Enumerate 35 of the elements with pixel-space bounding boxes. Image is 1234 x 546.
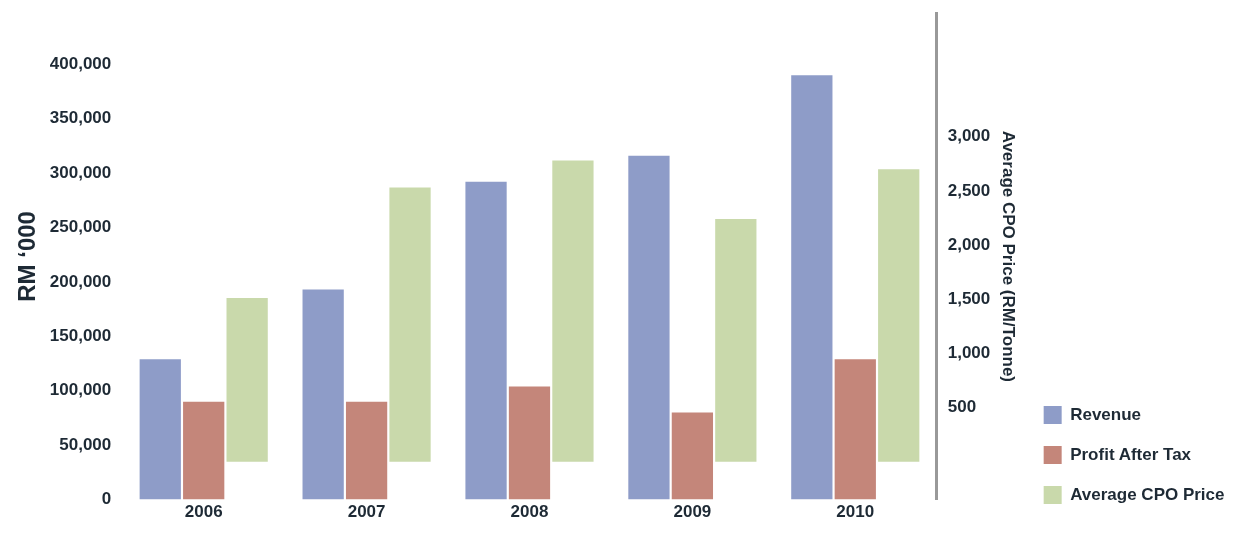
bar <box>465 181 507 500</box>
y-tick-label: 50,000 <box>59 434 112 454</box>
y2-tick-label: 1,000 <box>947 343 991 363</box>
y-tick-label: 100,000 <box>49 380 112 400</box>
y-tick-label: 350,000 <box>49 108 112 128</box>
y2-tick-label: 1,500 <box>947 288 991 308</box>
y-tick-label: 0 <box>101 489 112 509</box>
y2-axis-title: Average CPO Price (RM/Tonne) <box>998 130 1018 383</box>
y-tick-label: 300,000 <box>49 162 112 182</box>
legend-label: Profit After Tax <box>1070 444 1192 464</box>
y-tick-label: 400,000 <box>49 54 112 74</box>
y2-tick-label: 2,000 <box>947 234 991 254</box>
y-tick-label: 250,000 <box>49 217 112 237</box>
bar <box>628 155 670 500</box>
bar <box>878 169 920 462</box>
bar <box>389 187 431 462</box>
x-tick-label: 2009 <box>673 502 712 522</box>
y-axis-title: RM ‘000 <box>13 211 41 302</box>
y2-tick-label: 3,000 <box>947 126 991 146</box>
y2-tick-label: 2,500 <box>947 180 991 200</box>
legend-label: Revenue <box>1070 404 1142 424</box>
y-tick-label: 150,000 <box>49 326 112 346</box>
y-tick-label: 200,000 <box>49 271 112 291</box>
x-tick-label: 2010 <box>836 502 875 522</box>
x-tick-label: 2006 <box>184 502 223 522</box>
bar <box>302 289 344 500</box>
bar <box>715 219 757 462</box>
legend-label: Average CPO Price <box>1070 484 1225 504</box>
x-tick-label: 2007 <box>347 502 386 522</box>
x-tick-label: 2008 <box>510 502 549 522</box>
bar <box>791 75 833 500</box>
bar <box>552 160 594 462</box>
bar <box>139 359 181 500</box>
bar <box>226 298 268 462</box>
y2-tick-label: 500 <box>947 397 977 417</box>
